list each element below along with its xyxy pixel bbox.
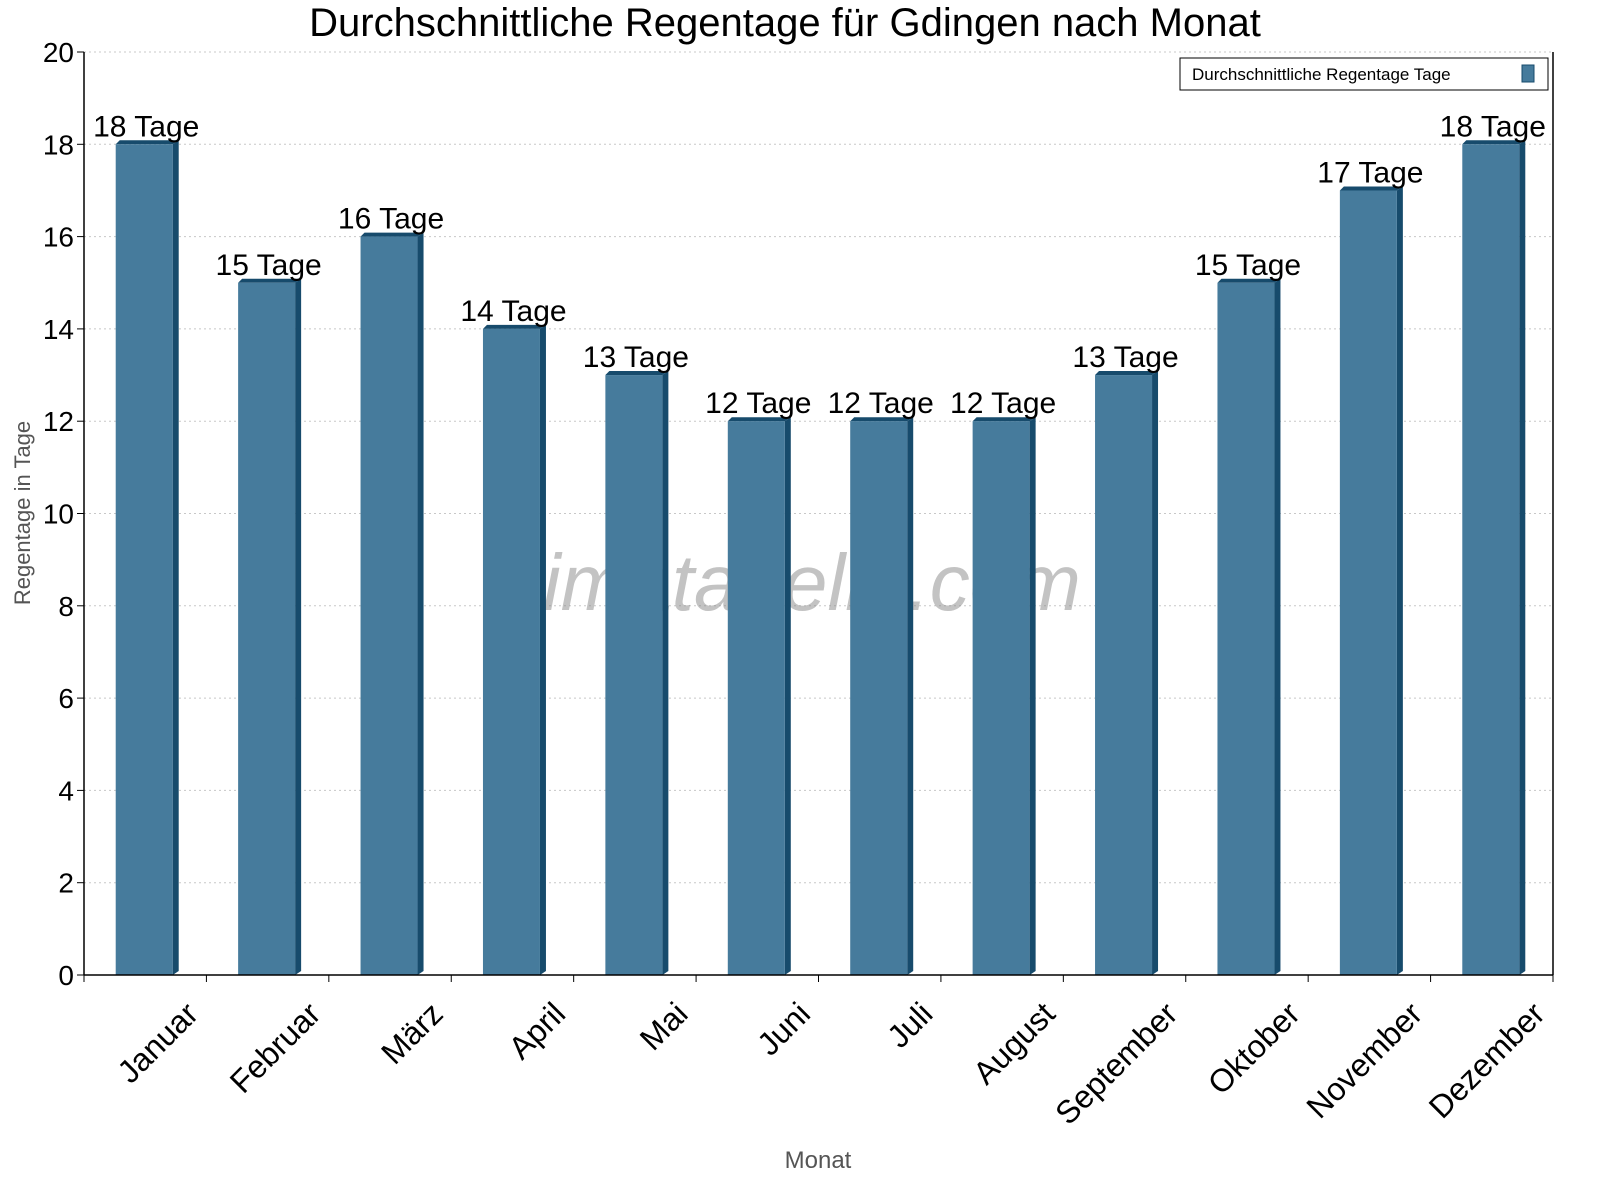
bar [605,375,663,975]
data-label: 12 Tage [705,387,811,420]
data-label: 16 Tage [338,203,444,236]
y-tick-label: 10 [43,499,74,530]
legend-label: Durchschnittliche Regentage Tage [1192,65,1451,84]
bar [360,236,418,976]
bar-side [662,371,669,975]
data-label: 12 Tage [828,387,934,420]
bar-top [360,232,424,237]
x-tick-label: August [966,995,1062,1091]
x-tick-label: April [502,995,573,1066]
bar-top [727,417,791,422]
x-tick-label: November [1299,995,1429,1125]
y-tick-label: 14 [43,314,74,345]
bar-side [907,417,914,975]
bar [238,282,296,975]
bar [972,421,1030,975]
bar-top [1462,140,1526,145]
legend: Durchschnittliche Regentage Tage [1179,57,1549,91]
bar-side [784,417,791,975]
legend-swatch [1521,64,1535,83]
y-tick-label: 20 [43,37,74,68]
y-tick-label: 2 [58,868,74,899]
bar [115,144,173,976]
data-label: 15 Tage [216,249,322,282]
data-label: 14 Tage [460,295,566,328]
bar [727,421,785,975]
bar-top [605,371,669,376]
bar-side [172,140,179,976]
x-tick-label: Oktober [1201,995,1307,1101]
bar [1095,375,1153,975]
bar [482,328,540,975]
legend-box [1179,57,1549,91]
x-tick-label: März [374,995,450,1071]
bar [850,421,908,975]
bar-side [1519,140,1526,976]
bar-side [1396,186,1403,975]
y-tick-label: 16 [43,222,74,253]
bar-side [1152,371,1159,975]
chart-title: Durchschnittliche Regentage für Gdingen … [309,1,1261,45]
y-tick-label: 12 [43,406,74,437]
bar [1339,190,1397,975]
bar-top [1217,278,1281,283]
data-label: 13 Tage [1072,341,1178,374]
bar [1217,282,1275,975]
bar-top [482,324,546,329]
x-tick-label: September [1048,995,1184,1131]
x-tick-label: Juni [750,995,817,1062]
x-axis-label: Monat [785,1147,852,1174]
bar-top [1095,371,1159,376]
x-tick-label: Februar [223,995,328,1100]
y-tick-label: 8 [58,591,74,622]
bar [1462,144,1520,976]
data-label: 12 Tage [950,387,1056,420]
y-tick-label: 0 [58,960,74,991]
y-tick-label: 4 [58,775,74,806]
y-tick-label: 6 [58,683,74,714]
data-label: 17 Tage [1317,156,1423,189]
bar-side [1274,278,1281,975]
bar-top [850,417,914,422]
bar-side [539,324,546,975]
bar-top [972,417,1036,422]
bar-top [1339,186,1403,191]
bar-top [115,140,179,145]
bar-side [1029,417,1036,975]
bar-top [238,278,302,283]
y-tick-label: 18 [43,129,74,160]
y-axis-label: Regentage in Tage [10,421,35,605]
bar-side [417,232,424,976]
data-label: 18 Tage [1440,110,1546,143]
x-tick-label: Dezember [1422,995,1552,1125]
data-label: 15 Tage [1195,249,1301,282]
data-label: 13 Tage [583,341,689,374]
bar-side [295,278,302,975]
data-label: 18 Tage [93,110,199,143]
x-tick-label: Juli [880,995,939,1054]
x-tick-label: Januar [110,995,205,1090]
x-tick-label: Mai [633,995,695,1057]
